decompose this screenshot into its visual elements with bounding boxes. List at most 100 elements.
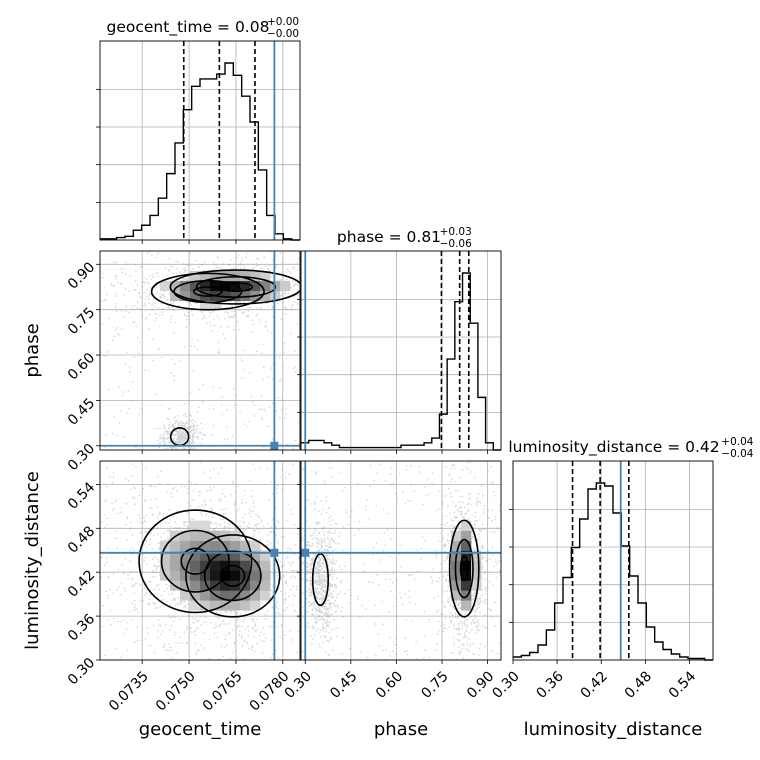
histogram-step-luminosity_distance: [513, 482, 713, 661]
density-cell: [190, 520, 201, 531]
x-tick-label: 0.0735: [106, 668, 152, 714]
density-cell: [250, 570, 261, 581]
grid: [301, 251, 501, 450]
y-tick-label: 0.42: [65, 567, 98, 600]
title-text: phase = 0.81: [337, 228, 441, 246]
y-tick-label: 0.30: [65, 441, 98, 474]
density-cell: [200, 280, 211, 292]
x-tick-label: 0.42: [578, 668, 611, 701]
density-cell: [250, 560, 261, 571]
axes-frame: [300, 250, 502, 451]
contours: [150, 269, 300, 447]
panel-phase-vs-geocent_time: [96, 250, 301, 454]
contour-line: [192, 286, 223, 297]
title-sup: +0.04: [721, 436, 753, 448]
x-tick-label: 0.30: [489, 668, 522, 701]
density-cell: [180, 590, 191, 601]
y-tick-label: 0.30: [65, 655, 98, 688]
contours: [311, 519, 480, 618]
density-cell: [471, 550, 482, 561]
density-cell: [461, 550, 472, 561]
title-sub: −0.06: [440, 238, 472, 250]
contour-line: [448, 519, 480, 618]
density-cell: [230, 550, 241, 561]
title-sup: +0.00: [267, 16, 299, 28]
density-cell: [260, 270, 271, 282]
density-cell: [200, 530, 211, 541]
x-tick-label: 0.75: [418, 668, 451, 701]
title-sup: +0.03: [440, 226, 472, 238]
density-cell: [190, 580, 201, 591]
density-cell: [180, 550, 191, 561]
density-cell: [190, 530, 201, 541]
y-axis-label-luminosity_distance: luminosity_distance: [22, 471, 43, 650]
density-cell: [160, 550, 171, 561]
density-cell: [280, 280, 291, 292]
contour-line: [138, 509, 253, 614]
x-tick-label: 0.54: [666, 668, 699, 701]
density-cell: [451, 580, 462, 591]
density-cell: [210, 550, 221, 561]
density-cell: [260, 590, 271, 601]
contour-line: [454, 538, 474, 599]
density-cell: [190, 540, 201, 551]
x-axis-label-luminosity_distance: luminosity_distance: [524, 719, 703, 740]
density-cell: [461, 540, 472, 551]
density-cell: [200, 300, 211, 311]
density-cell: [170, 550, 181, 561]
density-cell: [210, 270, 221, 282]
density-cell: [461, 560, 472, 571]
y-tick-label: 0.36: [65, 611, 98, 644]
density-cell: [180, 540, 191, 551]
density-cell: [240, 550, 251, 561]
hist-title-luminosity_distance: luminosity_distance = 0.42 +0.04−0.04: [508, 436, 753, 460]
truth-marker: [270, 441, 279, 450]
x-tick-label: 0.45: [327, 668, 360, 701]
title-text: geocent_time = 0.08: [107, 18, 270, 37]
density-cell: [200, 600, 211, 611]
contour-line: [220, 564, 246, 587]
density-cell: [240, 270, 251, 282]
truth-marker: [301, 548, 310, 557]
density-cell: [240, 600, 251, 611]
density-cell: [190, 290, 201, 302]
panel-luminosity_distance-vs-phase: [297, 460, 502, 664]
density-cell: [250, 540, 261, 551]
density-cell: [461, 590, 472, 601]
y-tick-label: 0.60: [65, 350, 98, 383]
contour-line: [218, 281, 254, 293]
density-cell: [200, 550, 211, 561]
density-cell: [451, 590, 462, 601]
density-cell: [210, 280, 221, 292]
density-cell: [250, 280, 261, 292]
density-cell: [250, 590, 261, 601]
contours: [138, 509, 281, 618]
density-cell: [180, 290, 191, 302]
density-cell: [170, 290, 181, 302]
density-cells: [451, 520, 482, 611]
density-cell: [180, 280, 191, 292]
density-cell: [180, 580, 191, 591]
contour-line: [150, 272, 265, 311]
density-cell: [210, 300, 221, 311]
density-cell: [200, 270, 211, 282]
x-tick-label: 0.36: [534, 668, 567, 701]
density-cell: [260, 580, 271, 591]
density-cell: [230, 570, 241, 581]
contour-line: [311, 552, 330, 607]
hist-panel-geocent_time: geocent_time = 0.08+0.00−0.00: [96, 16, 301, 244]
title-text: luminosity_distance = 0.42: [508, 438, 719, 457]
density-cell: [220, 270, 231, 282]
x-axis-label-phase: phase: [374, 719, 428, 740]
contour-line: [185, 534, 281, 618]
density-cell: [210, 540, 221, 551]
density-cell: [471, 560, 482, 571]
x-tick-label: 0.90: [464, 668, 497, 701]
density-cell: [180, 560, 191, 571]
contour-line: [160, 529, 230, 593]
density-cell: [200, 560, 211, 571]
density-cells: [160, 520, 271, 611]
x-tick-label: 0.0750: [153, 668, 199, 714]
